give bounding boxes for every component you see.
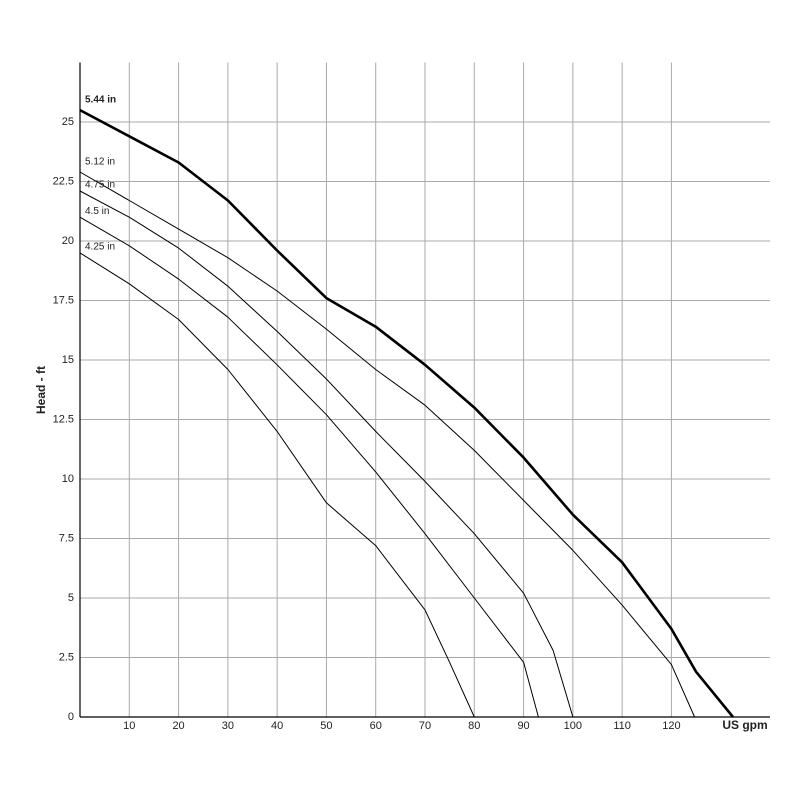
x-tick-label: 90 [517, 720, 529, 732]
x-axis-title: US gpm [722, 718, 767, 732]
y-tick-label: 25 [62, 116, 74, 128]
curve-label: 4.25 in [85, 242, 115, 253]
x-tick-label: 10 [123, 720, 135, 732]
x-tick-label: 80 [468, 720, 480, 732]
y-tick-label: 15 [62, 354, 74, 366]
y-tick-label: 20 [62, 235, 74, 247]
y-tick-label: 10 [62, 473, 74, 485]
curve [79, 216, 539, 718]
x-tick-label: 50 [320, 720, 332, 732]
curve [79, 108, 735, 718]
x-tick-label: 120 [662, 720, 680, 732]
curve-label: 4.5 in [85, 206, 109, 217]
curve-label: 4.75 in [85, 180, 115, 191]
y-tick-label: 2.5 [59, 651, 74, 663]
x-tick-label: 60 [370, 720, 382, 732]
x-tick-label: 110 [613, 720, 631, 732]
y-tick-label: 17.5 [53, 294, 74, 306]
y-tick-label: 5 [68, 592, 74, 604]
y-tick-label: 0 [68, 711, 74, 723]
curve [79, 190, 574, 718]
y-tick-label: 12.5 [53, 413, 74, 425]
y-axis-title: Head - ft [34, 366, 48, 414]
x-tick-label: 100 [564, 720, 582, 732]
curve-label: 5.44 in [85, 95, 116, 106]
curve [79, 171, 696, 718]
y-tick-label: 22.5 [53, 175, 74, 187]
x-tick-label: 40 [271, 720, 283, 732]
x-tick-label: 30 [222, 720, 234, 732]
x-tick-label: 20 [172, 720, 184, 732]
x-tick-label: 70 [419, 720, 431, 732]
curve [79, 252, 475, 718]
curve-label: 5.12 in [85, 157, 115, 168]
y-tick-label: 7.5 [59, 532, 74, 544]
